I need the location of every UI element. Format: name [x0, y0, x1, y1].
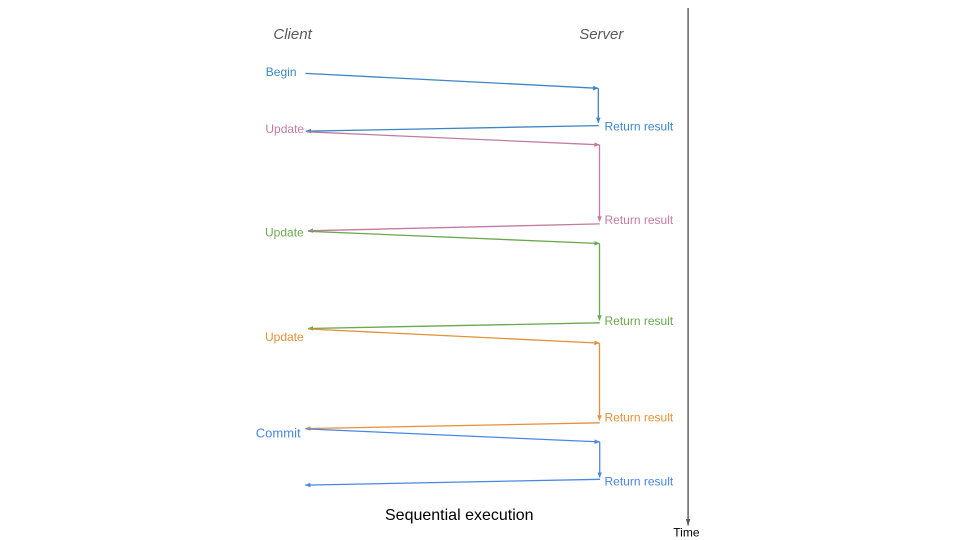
- svg-text:Return result: Return result: [605, 475, 674, 489]
- svg-text:Begin: Begin: [266, 65, 297, 79]
- svg-text:Update: Update: [265, 330, 304, 344]
- svg-text:Server: Server: [579, 26, 624, 43]
- svg-text:Return result: Return result: [605, 411, 674, 425]
- svg-text:Time: Time: [673, 525, 700, 539]
- svg-text:Sequential execution: Sequential execution: [385, 507, 534, 524]
- svg-text:Commit: Commit: [256, 426, 301, 441]
- svg-text:Client: Client: [273, 26, 312, 43]
- svg-text:Update: Update: [265, 225, 304, 239]
- svg-text:Return result: Return result: [605, 314, 674, 328]
- svg-text:Update: Update: [265, 122, 304, 136]
- svg-text:Return result: Return result: [605, 213, 674, 227]
- svg-text:Return result: Return result: [605, 119, 674, 133]
